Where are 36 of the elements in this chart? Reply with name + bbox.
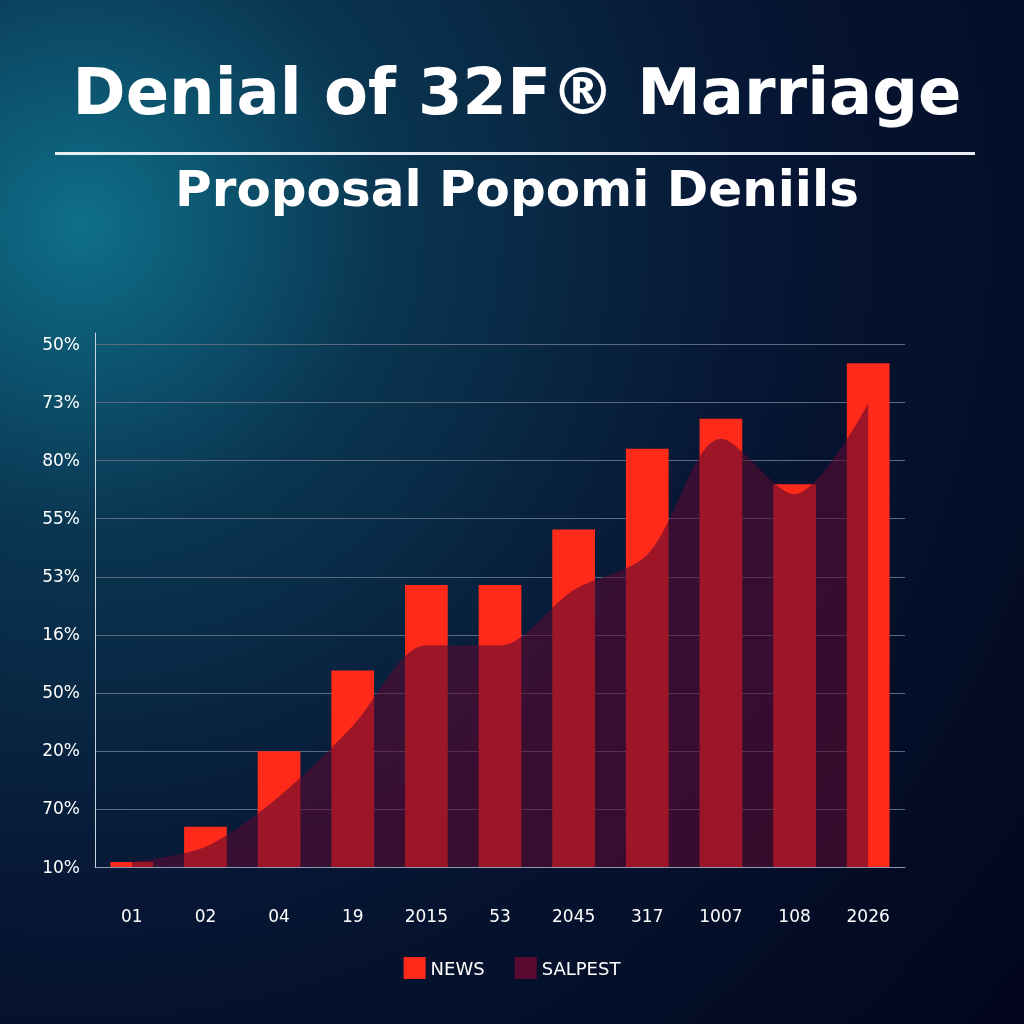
bar <box>184 826 227 867</box>
text: 70% <box>42 798 80 819</box>
text: 16% <box>42 624 80 645</box>
bar <box>331 670 375 867</box>
x-tick-label: 02 <box>194 905 217 926</box>
bar <box>552 529 595 867</box>
bar <box>110 861 154 867</box>
text: 73% <box>42 392 80 413</box>
legend-label: NEWS <box>430 957 485 979</box>
x-tick-label: 2015 <box>404 905 448 926</box>
chart-subtitle: Proposal Popomi Deniils <box>175 160 859 218</box>
text: 10% <box>42 856 80 877</box>
text: 50% <box>42 334 80 355</box>
x-tick-label: 1007 <box>699 905 743 926</box>
x-tick-label: 01 <box>121 905 143 926</box>
text: 20% <box>42 740 80 761</box>
x-tick-label: 19 <box>341 905 364 926</box>
bar <box>846 363 890 867</box>
bar <box>405 584 448 867</box>
text: 55% <box>42 508 80 529</box>
x-tick-label: 2045 <box>552 905 596 926</box>
x-tick-label: 2026 <box>846 905 890 926</box>
bar <box>699 418 743 867</box>
text: 80% <box>42 450 80 471</box>
x-tick-label: 108 <box>778 905 811 926</box>
bar <box>625 448 669 867</box>
x-tick-label: 317 <box>631 905 664 926</box>
text: 50% <box>42 682 80 703</box>
bar <box>773 484 816 867</box>
text: 53% <box>42 566 80 587</box>
x-tick-label: 53 <box>489 905 511 926</box>
bar <box>257 751 301 867</box>
bar <box>478 584 522 867</box>
x-tick-label: 04 <box>268 905 290 926</box>
legend-label: SALPEST <box>541 957 622 979</box>
chart-title: Denial of 32F® Marriage <box>72 55 962 129</box>
